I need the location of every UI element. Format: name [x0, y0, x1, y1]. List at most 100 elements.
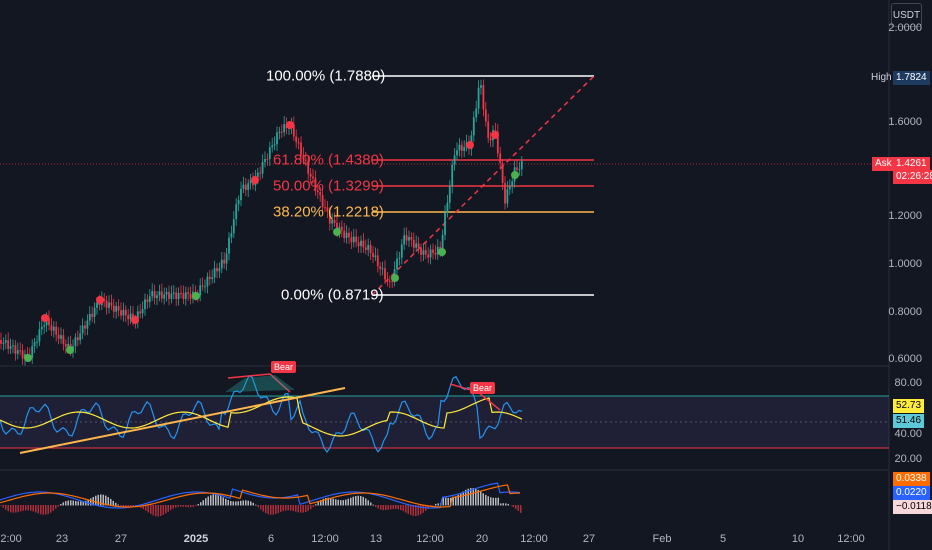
macd-bar: [320, 500, 322, 506]
macd-bar: [335, 499, 337, 506]
candle-body: [105, 300, 108, 308]
macd-bar: [265, 505, 267, 514]
macd-bar: [357, 495, 359, 506]
macd-bar: [180, 505, 182, 507]
candle-body: [249, 180, 252, 184]
candle-body: [271, 145, 274, 148]
macd-bar: [487, 496, 489, 506]
candle-body: [432, 249, 434, 253]
macd-bar: [227, 500, 229, 506]
macd-bar: [115, 502, 117, 506]
macd-bar: [355, 496, 357, 506]
candle-body: [0, 340, 2, 344]
bear-label: Bear: [470, 382, 496, 394]
candle-body: [451, 164, 454, 187]
macd-bar: [317, 502, 319, 506]
macd-bar: [195, 505, 197, 506]
currency-selector-button[interactable]: USDT: [891, 3, 922, 27]
candle-body: [372, 253, 374, 257]
candle-body: [170, 293, 173, 299]
macd-bar: [470, 488, 472, 506]
candle-body: [247, 183, 250, 190]
macd-bar: [192, 505, 194, 507]
macd-bar: [210, 495, 212, 506]
macd-bar: [155, 505, 157, 517]
macd-bar: [372, 504, 374, 506]
macd-bar: [60, 504, 62, 506]
buy-marker: [24, 354, 32, 362]
macd-bar: [45, 505, 47, 515]
candle-body: [280, 131, 283, 133]
candle-body: [345, 232, 348, 238]
candle-body: [494, 130, 497, 132]
candle-body: [319, 192, 322, 195]
macd-histogram: [0, 488, 522, 517]
sell-marker: [41, 314, 49, 322]
candle-body: [91, 313, 94, 317]
macd-bar: [70, 500, 72, 506]
sell-marker: [96, 296, 104, 304]
candle-body: [240, 188, 242, 201]
candle-body: [482, 85, 485, 110]
candle-body: [256, 172, 259, 178]
candle-body: [60, 335, 62, 339]
candle-body: [352, 236, 355, 243]
candle-body: [403, 235, 406, 245]
sell-marker: [251, 176, 259, 184]
macd-bar: [490, 497, 492, 506]
candle-body: [264, 158, 266, 163]
macd-bar: [17, 505, 19, 513]
candle-body: [292, 124, 295, 137]
candle-body: [364, 247, 367, 250]
candle-body: [206, 276, 209, 287]
candle-body: [33, 342, 36, 347]
macd-bar: [207, 496, 209, 506]
macd-bar: [307, 505, 309, 511]
candle-body: [223, 259, 226, 264]
macd-bar: [97, 494, 99, 506]
macd-bar: [400, 505, 402, 511]
macd-bar: [260, 505, 262, 510]
macd-bar: [497, 497, 499, 506]
candle-body: [156, 295, 158, 299]
candle-body: [120, 310, 122, 316]
macd-bar: [492, 497, 494, 506]
rsi-axis-tick: 40.00: [894, 428, 922, 440]
candle-body: [415, 243, 418, 248]
candle-body: [158, 291, 161, 296]
macd-bar: [432, 505, 434, 506]
macd-bar: [237, 501, 239, 506]
candle-body: [165, 291, 168, 295]
candle-body: [309, 173, 312, 177]
rsi-ma-tag: 52.73: [893, 399, 925, 413]
candle-body: [55, 326, 58, 335]
candle-body: [350, 237, 353, 243]
candle-body: [516, 167, 518, 170]
macd-bar: [132, 505, 134, 507]
candle-body: [38, 329, 41, 342]
macd-bar: [117, 504, 119, 506]
macd-bar: [245, 500, 247, 506]
x-axis-tick: 12:00: [520, 533, 548, 545]
candle-body: [472, 117, 475, 136]
candle-body: [273, 144, 276, 146]
macd-bar: [247, 500, 249, 506]
rsi-value-tag: 51.46: [893, 414, 925, 428]
macd-bar: [185, 505, 187, 507]
macd-bar: [475, 488, 477, 506]
candle-body: [480, 85, 482, 88]
candle-body: [386, 279, 389, 281]
sell-marker: [491, 131, 499, 139]
macd-bar: [240, 500, 242, 506]
fib-label-61: 61.80% (1.4380): [273, 151, 384, 169]
candle-body: [52, 326, 55, 331]
candle-body: [115, 306, 118, 312]
macd-bar: [407, 505, 409, 514]
macd-bar: [457, 494, 459, 506]
macd-bar: [107, 497, 109, 506]
macd-bar: [285, 505, 287, 511]
macd-bar: [40, 505, 42, 515]
buy-marker: [511, 171, 519, 179]
price-candles: [0, 79, 523, 366]
